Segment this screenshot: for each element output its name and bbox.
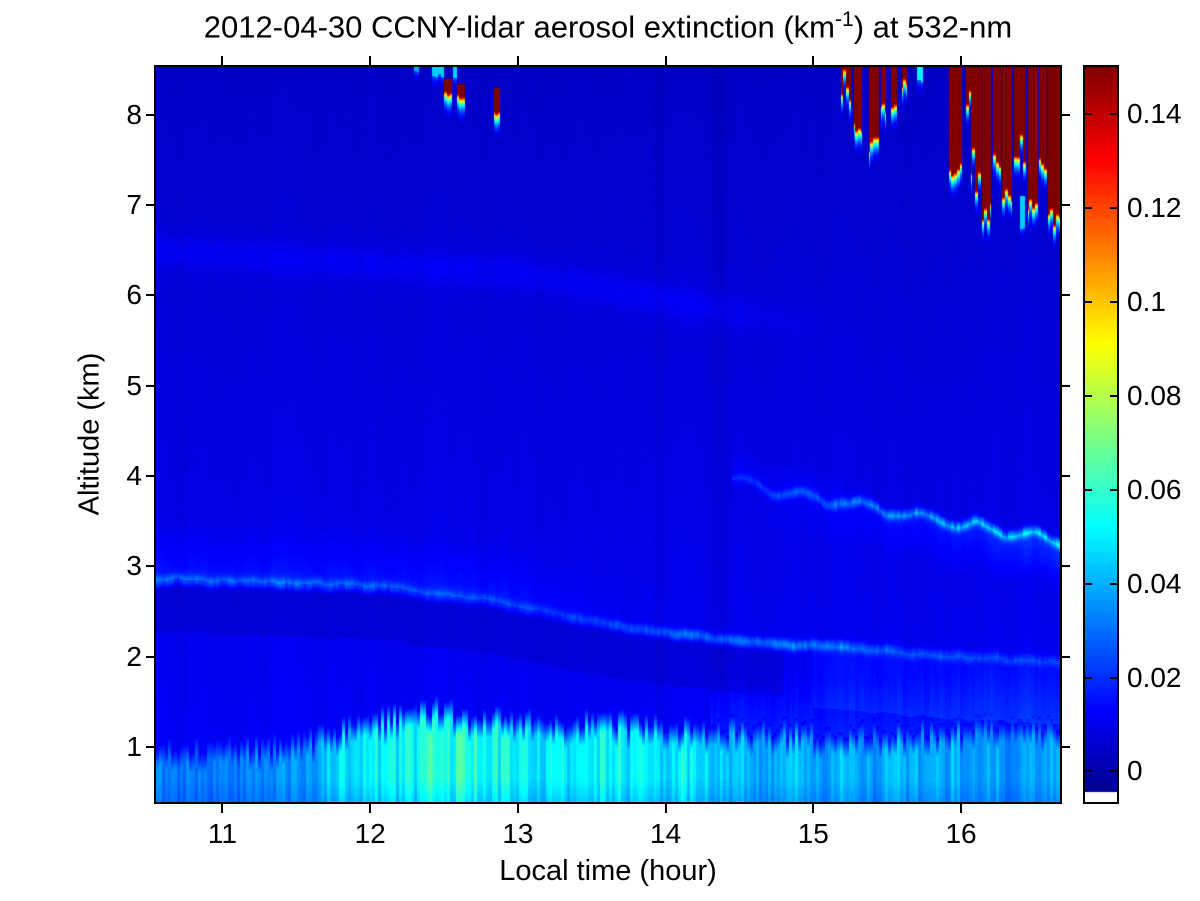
x-tick-label: 15 bbox=[797, 818, 829, 849]
y-tick-label: 3 bbox=[126, 550, 142, 582]
colorbar-tick-label: 0.1 bbox=[1127, 285, 1166, 317]
y-tick-label: 8 bbox=[126, 98, 142, 130]
colorbar-tick-mark-right bbox=[1110, 676, 1117, 679]
x-tick-mark bbox=[664, 804, 667, 813]
colorbar-tick-label: 0.02 bbox=[1127, 661, 1182, 693]
x-tick-mark-top bbox=[516, 56, 519, 65]
heatmap-canvas bbox=[156, 67, 1060, 802]
y-tick-mark-right bbox=[1062, 475, 1070, 478]
y-tick-mark bbox=[146, 294, 154, 297]
x-tick-mark-top bbox=[369, 56, 372, 65]
chart-title: 2012-04-30 CCNY-lidar aerosol extinction… bbox=[154, 8, 1062, 45]
y-tick-label: 4 bbox=[126, 460, 142, 492]
x-tick-mark-top bbox=[960, 56, 963, 65]
chart-title-superscript: -1 bbox=[835, 8, 854, 31]
colorbar-tick-mark bbox=[1085, 676, 1092, 679]
colorbar-tick-mark-right bbox=[1110, 206, 1117, 209]
x-tick-label: 12 bbox=[354, 818, 386, 849]
x-tick-mark bbox=[960, 804, 963, 813]
y-tick-mark-right bbox=[1062, 384, 1070, 387]
y-tick-mark bbox=[146, 113, 154, 116]
x-tick-mark-top bbox=[812, 56, 815, 65]
y-tick-label: 1 bbox=[126, 730, 142, 762]
colorbar-tick-label: 0.06 bbox=[1127, 473, 1182, 505]
y-tick-mark bbox=[146, 475, 154, 478]
y-tick-mark bbox=[146, 204, 154, 207]
chart-title-suffix: ) at 532-nm bbox=[853, 9, 1013, 45]
x-tick-mark bbox=[516, 804, 519, 813]
colorbar-tick-mark-right bbox=[1110, 394, 1117, 397]
y-tick-mark-right bbox=[1062, 113, 1070, 116]
colorbar-tick-label: 0.12 bbox=[1127, 191, 1182, 223]
y-tick-mark-right bbox=[1062, 294, 1070, 297]
x-tick-mark bbox=[221, 804, 224, 813]
colorbar-canvas bbox=[1085, 67, 1117, 802]
chart-title-prefix: 2012-04-30 CCNY-lidar aerosol extinction… bbox=[203, 9, 835, 45]
y-tick-mark bbox=[146, 745, 154, 748]
colorbar-tick-mark bbox=[1085, 488, 1092, 491]
y-tick-mark-right bbox=[1062, 204, 1070, 207]
y-tick-mark bbox=[146, 655, 154, 658]
x-tick-label: 11 bbox=[207, 818, 237, 849]
colorbar-box bbox=[1083, 65, 1119, 804]
x-tick-mark bbox=[812, 804, 815, 813]
colorbar-tick-mark-right bbox=[1110, 488, 1117, 491]
colorbar-tick-label: 0.08 bbox=[1127, 379, 1182, 411]
x-axis-label: Local time (hour) bbox=[499, 855, 717, 887]
x-tick-mark-top bbox=[221, 56, 224, 65]
x-tick-label: 16 bbox=[945, 818, 977, 849]
colorbar-tick-label: 0 bbox=[1127, 755, 1143, 787]
colorbar-tick-mark-right bbox=[1110, 770, 1117, 773]
y-tick-label: 5 bbox=[126, 369, 142, 401]
x-tick-mark bbox=[369, 804, 372, 813]
colorbar-tick-mark bbox=[1085, 206, 1092, 209]
x-tick-mark-top bbox=[664, 56, 667, 65]
y-tick-mark-right bbox=[1062, 655, 1070, 658]
x-tick-label: 13 bbox=[502, 818, 534, 849]
colorbar-tick-mark bbox=[1085, 394, 1092, 397]
y-tick-label: 2 bbox=[126, 640, 142, 672]
colorbar-tick-mark-right bbox=[1110, 112, 1117, 115]
colorbar-tick-mark bbox=[1085, 770, 1092, 773]
colorbar-tick-mark bbox=[1085, 582, 1092, 585]
y-tick-label: 7 bbox=[126, 189, 142, 221]
y-tick-mark-right bbox=[1062, 745, 1070, 748]
colorbar-tick-mark-right bbox=[1110, 300, 1117, 303]
plot-axes-box bbox=[154, 65, 1062, 804]
colorbar-tick-mark bbox=[1085, 300, 1092, 303]
y-tick-mark bbox=[146, 384, 154, 387]
colorbar-tick-label: 0.14 bbox=[1127, 97, 1182, 129]
colorbar-tick-label: 0.04 bbox=[1127, 567, 1182, 599]
colorbar-tick-mark-right bbox=[1110, 582, 1117, 585]
y-tick-label: 6 bbox=[126, 279, 142, 311]
y-tick-mark-right bbox=[1062, 565, 1070, 568]
colorbar-tick-mark bbox=[1085, 112, 1092, 115]
y-tick-mark bbox=[146, 565, 154, 568]
x-tick-label: 14 bbox=[650, 818, 682, 849]
